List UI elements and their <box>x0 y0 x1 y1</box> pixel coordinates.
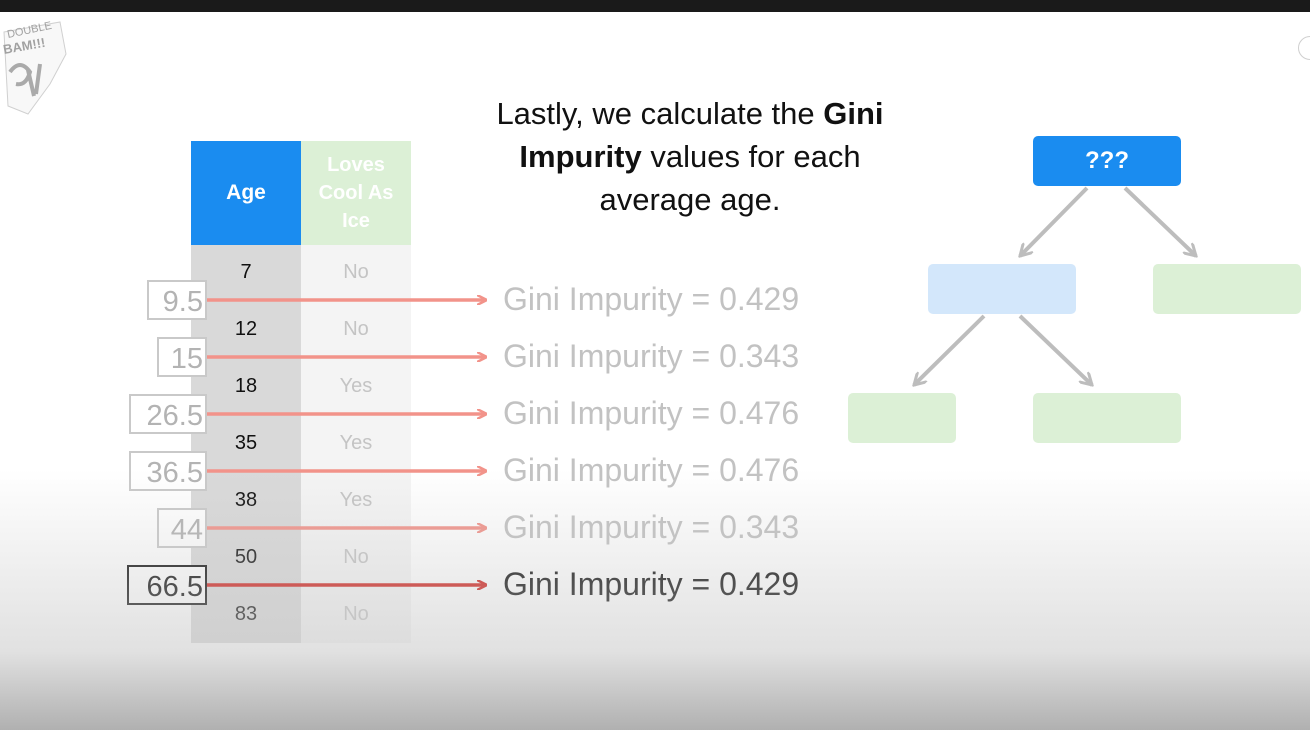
slide-title: Lastly, we calculate the Gini Impurity v… <box>430 92 950 221</box>
tree-edge <box>1020 186 1089 256</box>
loves-cell: Yes <box>339 432 373 454</box>
age-cell: 35 <box>234 432 258 454</box>
gini-impurity-label: Gini Impurity = 0.476 <box>503 395 800 431</box>
tree-leaf-node <box>1033 393 1181 443</box>
loves-cell: No <box>343 261 369 283</box>
loves-header-line3: Ice <box>342 210 370 232</box>
gini-impurity-label: Gini Impurity = 0.343 <box>503 338 800 374</box>
loves-cell: No <box>343 318 369 340</box>
title-part1: Lastly, we calculate the <box>496 96 824 131</box>
loves-header-line1: Loves <box>327 154 385 176</box>
tree-internal-node <box>928 264 1076 314</box>
title-bold-gini: Gini <box>823 96 884 131</box>
double-bam-logo: DOUBLE BAM!!! <box>2 20 67 115</box>
tree-leaf-node <box>848 393 956 443</box>
tree-edge <box>1123 186 1196 256</box>
title-part3: average age. <box>599 182 781 217</box>
top-bar <box>0 0 1310 12</box>
loves-cell: Yes <box>339 375 373 397</box>
loves-column-header: Loves Cool As Ice <box>301 141 411 245</box>
average-age-box: 15 <box>157 337 207 377</box>
gini-impurity-label: Gini Impurity = 0.429 <box>503 281 800 317</box>
title-part2: values for each <box>641 139 861 174</box>
average-age-box: 9.5 <box>147 280 207 320</box>
tree-root-node: ??? <box>1033 136 1181 186</box>
loves-header-line2: Cool As <box>318 182 394 204</box>
age-cell: 18 <box>234 375 258 397</box>
tree-edge <box>914 314 986 385</box>
tree-leaf-node <box>1153 264 1301 314</box>
logo-text-mid: BAM!!! <box>2 35 47 57</box>
age-column-header: Age <box>191 141 301 245</box>
title-bold-impurity: Impurity <box>519 139 642 174</box>
average-age-box: 26.5 <box>129 394 207 434</box>
age-cell: 7 <box>240 261 252 283</box>
tree-edge <box>1018 314 1092 385</box>
age-cell: 12 <box>234 318 258 340</box>
